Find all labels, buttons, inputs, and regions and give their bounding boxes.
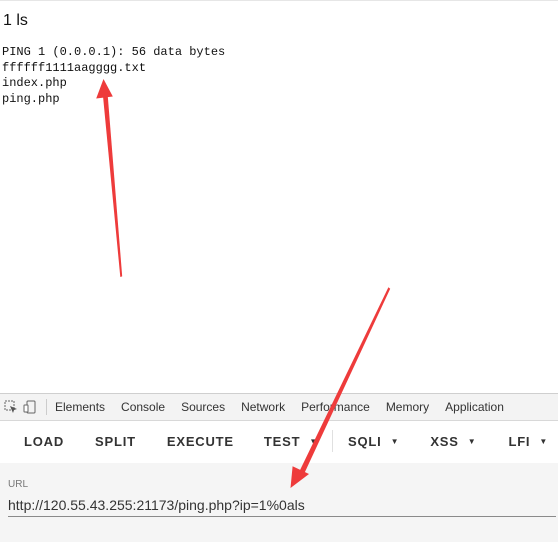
tab-memory[interactable]: Memory — [385, 400, 430, 414]
url-label: URL — [8, 479, 29, 490]
caret-down-icon: ▼ — [539, 436, 549, 446]
output-line: ping.php — [2, 91, 60, 106]
toolbar-divider — [46, 399, 47, 415]
output-line: PING 1 (0.0.0.1): 56 data bytes — [2, 45, 226, 59]
output-line: ffffff1111aagggg.txt — [2, 60, 147, 75]
devtools-tab-bar: Elements Console Sources Network Perform… — [0, 393, 558, 421]
toolbar-divider — [332, 430, 334, 452]
test-dropdown-label: TEST — [263, 433, 301, 449]
devtools-panel: Elements Console Sources Network Perform… — [0, 393, 558, 542]
tab-application[interactable]: Application — [445, 400, 504, 414]
xss-dropdown[interactable]: XSS ▼ — [430, 434, 476, 449]
url-section: URL — [0, 463, 558, 542]
url-input[interactable] — [8, 493, 556, 517]
hackbar-toolbar: LOAD SPLIT EXECUTE TEST ▼ SQLI ▼ XSS ▼ L… — [0, 421, 558, 461]
tab-performance[interactable]: Performance — [301, 400, 370, 414]
device-toolbar-icon[interactable] — [22, 399, 38, 415]
inspect-element-icon[interactable] — [3, 399, 19, 415]
split-button-label: SPLIT — [95, 433, 136, 449]
tab-elements[interactable]: Elements — [55, 400, 106, 414]
caret-down-icon: ▼ — [390, 436, 400, 446]
load-button[interactable]: LOAD — [24, 434, 64, 449]
caret-down-icon: ▼ — [467, 436, 477, 446]
execute-button-label: EXECUTE — [166, 433, 234, 449]
page-content: 1 ls PING 1 (0.0.0.1): 56 data bytes fff… — [0, 0, 558, 107]
command-output: PING 1 (0.0.0.1): 56 data bytes ffffff11… — [2, 45, 225, 107]
lfi-dropdown[interactable]: LFI ▼ — [508, 434, 548, 449]
tab-sources[interactable]: Sources — [181, 400, 226, 414]
test-dropdown[interactable]: TEST ▼ — [264, 434, 318, 449]
page-heading: 1 ls — [3, 12, 28, 29]
lfi-dropdown-label: LFI — [508, 433, 531, 449]
sqli-dropdown[interactable]: SQLI ▼ — [348, 434, 399, 449]
execute-button[interactable]: EXECUTE — [167, 434, 234, 449]
sqli-dropdown-label: SQLI — [348, 433, 382, 449]
tab-console[interactable]: Console — [121, 400, 166, 414]
tab-network[interactable]: Network — [241, 400, 286, 414]
split-button[interactable]: SPLIT — [95, 434, 136, 449]
xss-dropdown-label: XSS — [430, 433, 459, 449]
caret-down-icon: ▼ — [309, 436, 319, 446]
load-button-label: LOAD — [24, 433, 65, 449]
output-line: index.php — [2, 76, 67, 90]
